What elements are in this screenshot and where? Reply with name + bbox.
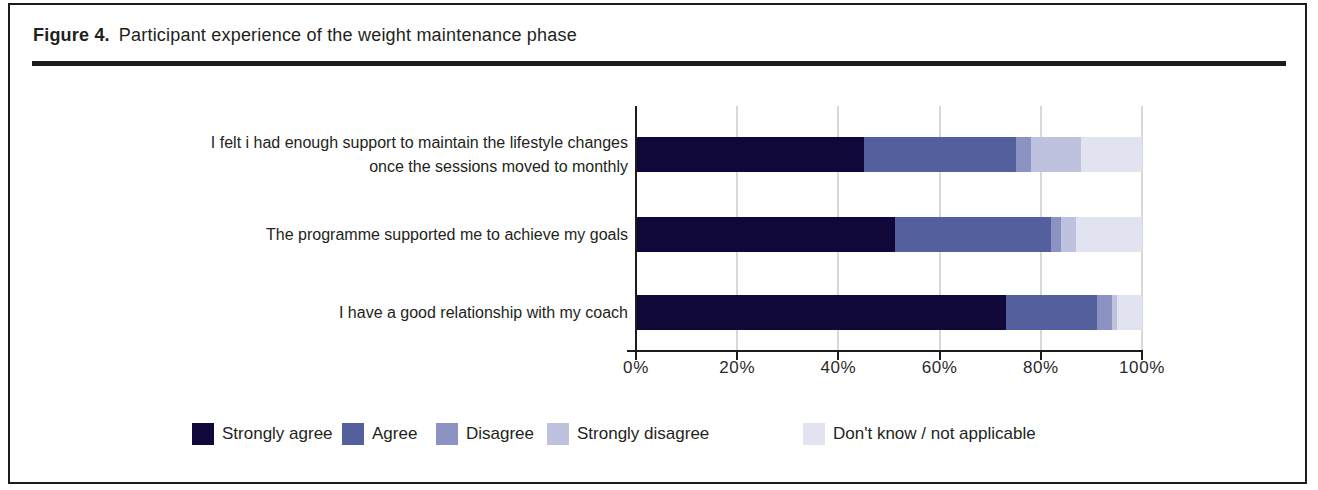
legend-item: Strongly agree [192, 423, 333, 445]
legend-label: Strongly agree [222, 424, 333, 444]
bar-segment [1117, 295, 1142, 330]
legend-item: Strongly disagree [547, 423, 709, 445]
bar-segment [637, 137, 864, 172]
legend-label: Strongly disagree [577, 424, 709, 444]
legend-label: Agree [372, 424, 417, 444]
category-label-1: I felt i had enough support to maintain … [68, 131, 628, 179]
bar-segment [1006, 295, 1097, 330]
bar-segment [1081, 137, 1142, 172]
x-axis-tick-label: 40% [820, 358, 856, 378]
bar-segment [1051, 217, 1061, 252]
bar-segment [895, 217, 1052, 252]
legend-item: Agree [342, 423, 417, 445]
x-axis-tick-label: 80% [1023, 358, 1059, 378]
legend-swatch [342, 423, 364, 445]
x-axis-tick-label: 100% [1119, 358, 1165, 378]
legend-swatch [192, 423, 214, 445]
legend-swatch [547, 423, 569, 445]
x-axis-tick-label: 60% [922, 358, 958, 378]
bar-segment [1076, 217, 1142, 252]
bar-segment [1061, 217, 1076, 252]
y-axis-line [635, 106, 637, 358]
bar-row-3 [637, 295, 1142, 330]
bar-segment [1031, 137, 1082, 172]
bar-segment [864, 137, 1016, 172]
bar-segment [1097, 295, 1112, 330]
legend-item: Disagree [436, 423, 534, 445]
bar-segment [637, 295, 1006, 330]
plot-area [636, 106, 1142, 351]
bar-segment [637, 217, 895, 252]
bar-row-1 [637, 137, 1142, 172]
x-axis-tick-label: 20% [719, 358, 755, 378]
x-axis-tick-label: 0% [623, 358, 649, 378]
bar-row-2 [637, 217, 1142, 252]
legend-swatch [803, 423, 825, 445]
legend-label: Disagree [466, 424, 534, 444]
legend-label: Don't know / not applicable [833, 424, 1036, 444]
legend-swatch [436, 423, 458, 445]
legend-item: Don't know / not applicable [803, 423, 1036, 445]
category-label-3: I have a good relationship with my coach [68, 301, 628, 325]
category-label-2: The programme supported me to achieve my… [68, 223, 628, 247]
stacked-bar-chart: 0% 20% 40% 60% 80% 100% I felt i had enough s… [0, 0, 1318, 490]
x-axis-line [627, 350, 1143, 352]
bar-segment [1016, 137, 1031, 172]
